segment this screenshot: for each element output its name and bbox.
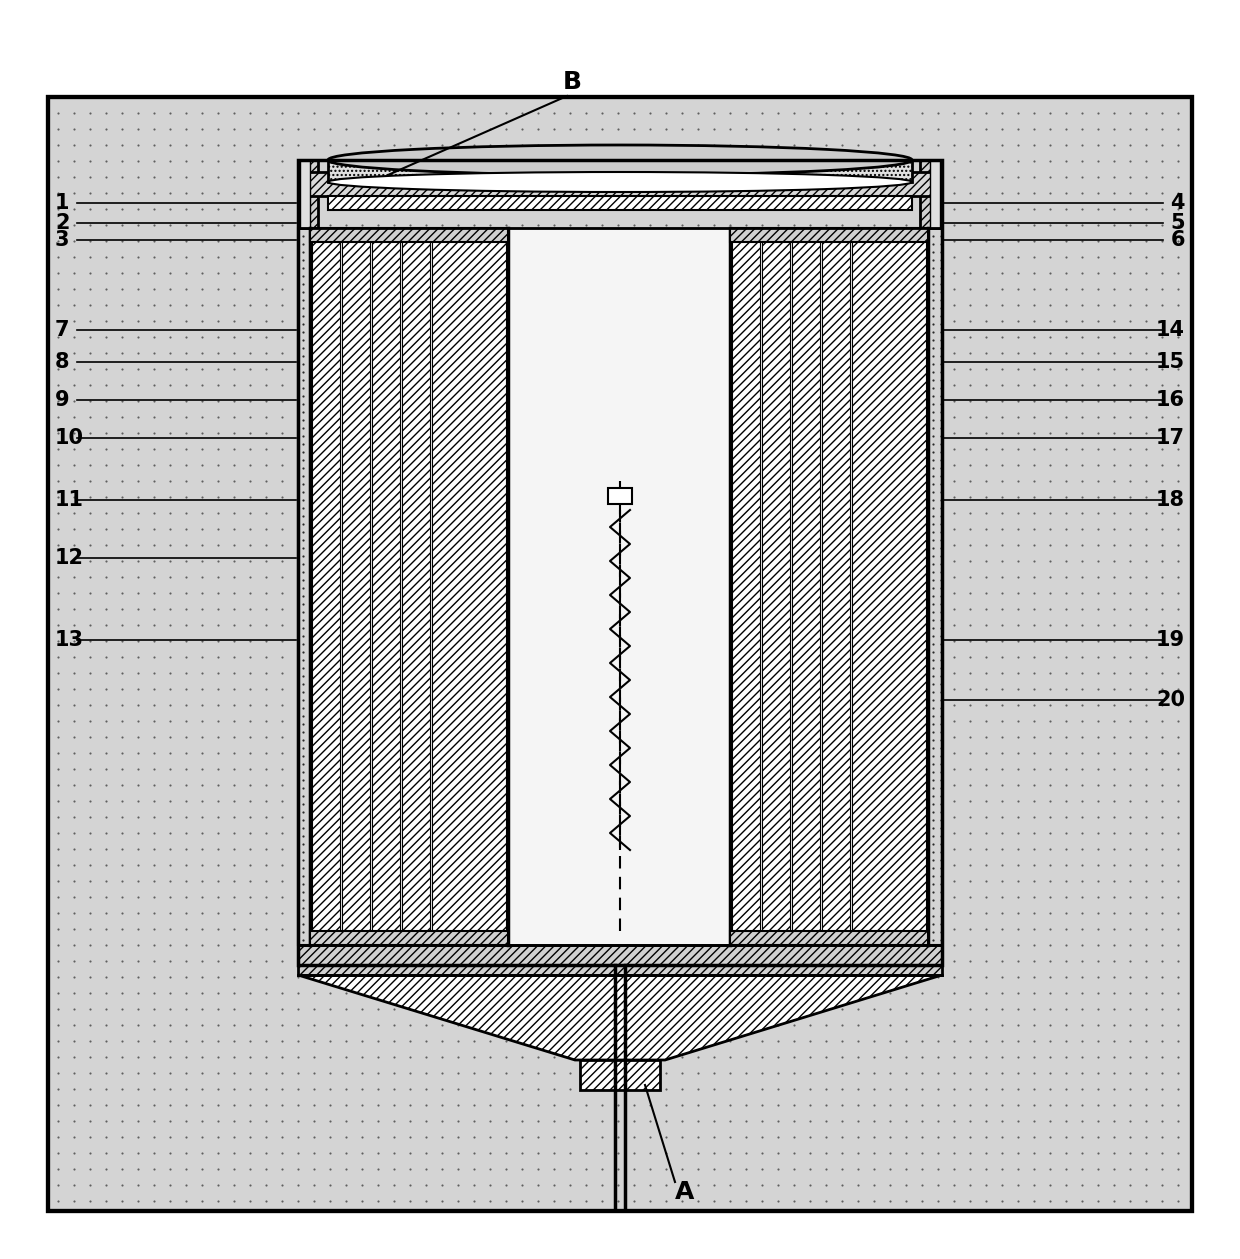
Bar	[730, 228, 928, 242]
Bar	[342, 230, 370, 943]
Bar	[402, 230, 430, 943]
Bar	[329, 160, 911, 183]
Bar	[792, 230, 820, 943]
Text: 7: 7	[55, 320, 69, 340]
Text: B: B	[563, 71, 582, 94]
Bar	[730, 228, 928, 946]
Bar	[298, 946, 942, 974]
Bar	[732, 230, 760, 943]
Text: 15: 15	[1156, 353, 1185, 371]
Text: 12: 12	[55, 548, 84, 568]
Bar	[48, 97, 1192, 1211]
Bar	[300, 160, 310, 228]
Bar	[298, 172, 942, 196]
Text: 6: 6	[1171, 230, 1185, 251]
Bar	[822, 230, 849, 943]
Bar	[920, 160, 942, 228]
Text: 11: 11	[55, 490, 84, 510]
Bar	[580, 1060, 660, 1090]
Polygon shape	[298, 974, 942, 1060]
Text: 4: 4	[1171, 193, 1185, 213]
Bar	[298, 160, 317, 228]
Text: A: A	[676, 1180, 694, 1204]
Bar	[329, 196, 911, 210]
Text: 20: 20	[1156, 690, 1185, 710]
Bar	[730, 930, 928, 946]
Bar	[608, 488, 632, 504]
Bar	[930, 160, 940, 228]
Text: 3: 3	[55, 230, 69, 251]
Bar	[310, 930, 508, 946]
Bar	[310, 228, 508, 242]
Bar	[508, 228, 730, 946]
Text: 17: 17	[1156, 428, 1185, 448]
Bar	[312, 230, 340, 943]
Text: 1: 1	[55, 193, 69, 213]
Bar	[432, 230, 506, 943]
Bar	[329, 160, 911, 183]
Text: 13: 13	[55, 630, 84, 650]
Text: 5: 5	[1171, 213, 1185, 233]
Bar	[298, 228, 310, 946]
Bar	[310, 228, 508, 946]
Text: 2: 2	[55, 213, 69, 233]
Bar	[48, 97, 1192, 1211]
Bar	[928, 228, 942, 946]
Text: 16: 16	[1156, 390, 1185, 410]
Text: 19: 19	[1156, 630, 1185, 650]
Bar	[852, 230, 926, 943]
Ellipse shape	[329, 145, 911, 175]
Bar	[763, 230, 790, 943]
Text: 18: 18	[1156, 490, 1185, 510]
Bar	[48, 97, 1192, 1211]
Text: 9: 9	[55, 390, 69, 410]
Text: 14: 14	[1156, 320, 1185, 340]
Text: 10: 10	[55, 428, 84, 448]
Text: 8: 8	[55, 353, 69, 371]
Ellipse shape	[329, 172, 911, 193]
Bar	[298, 160, 942, 964]
Bar	[372, 230, 401, 943]
